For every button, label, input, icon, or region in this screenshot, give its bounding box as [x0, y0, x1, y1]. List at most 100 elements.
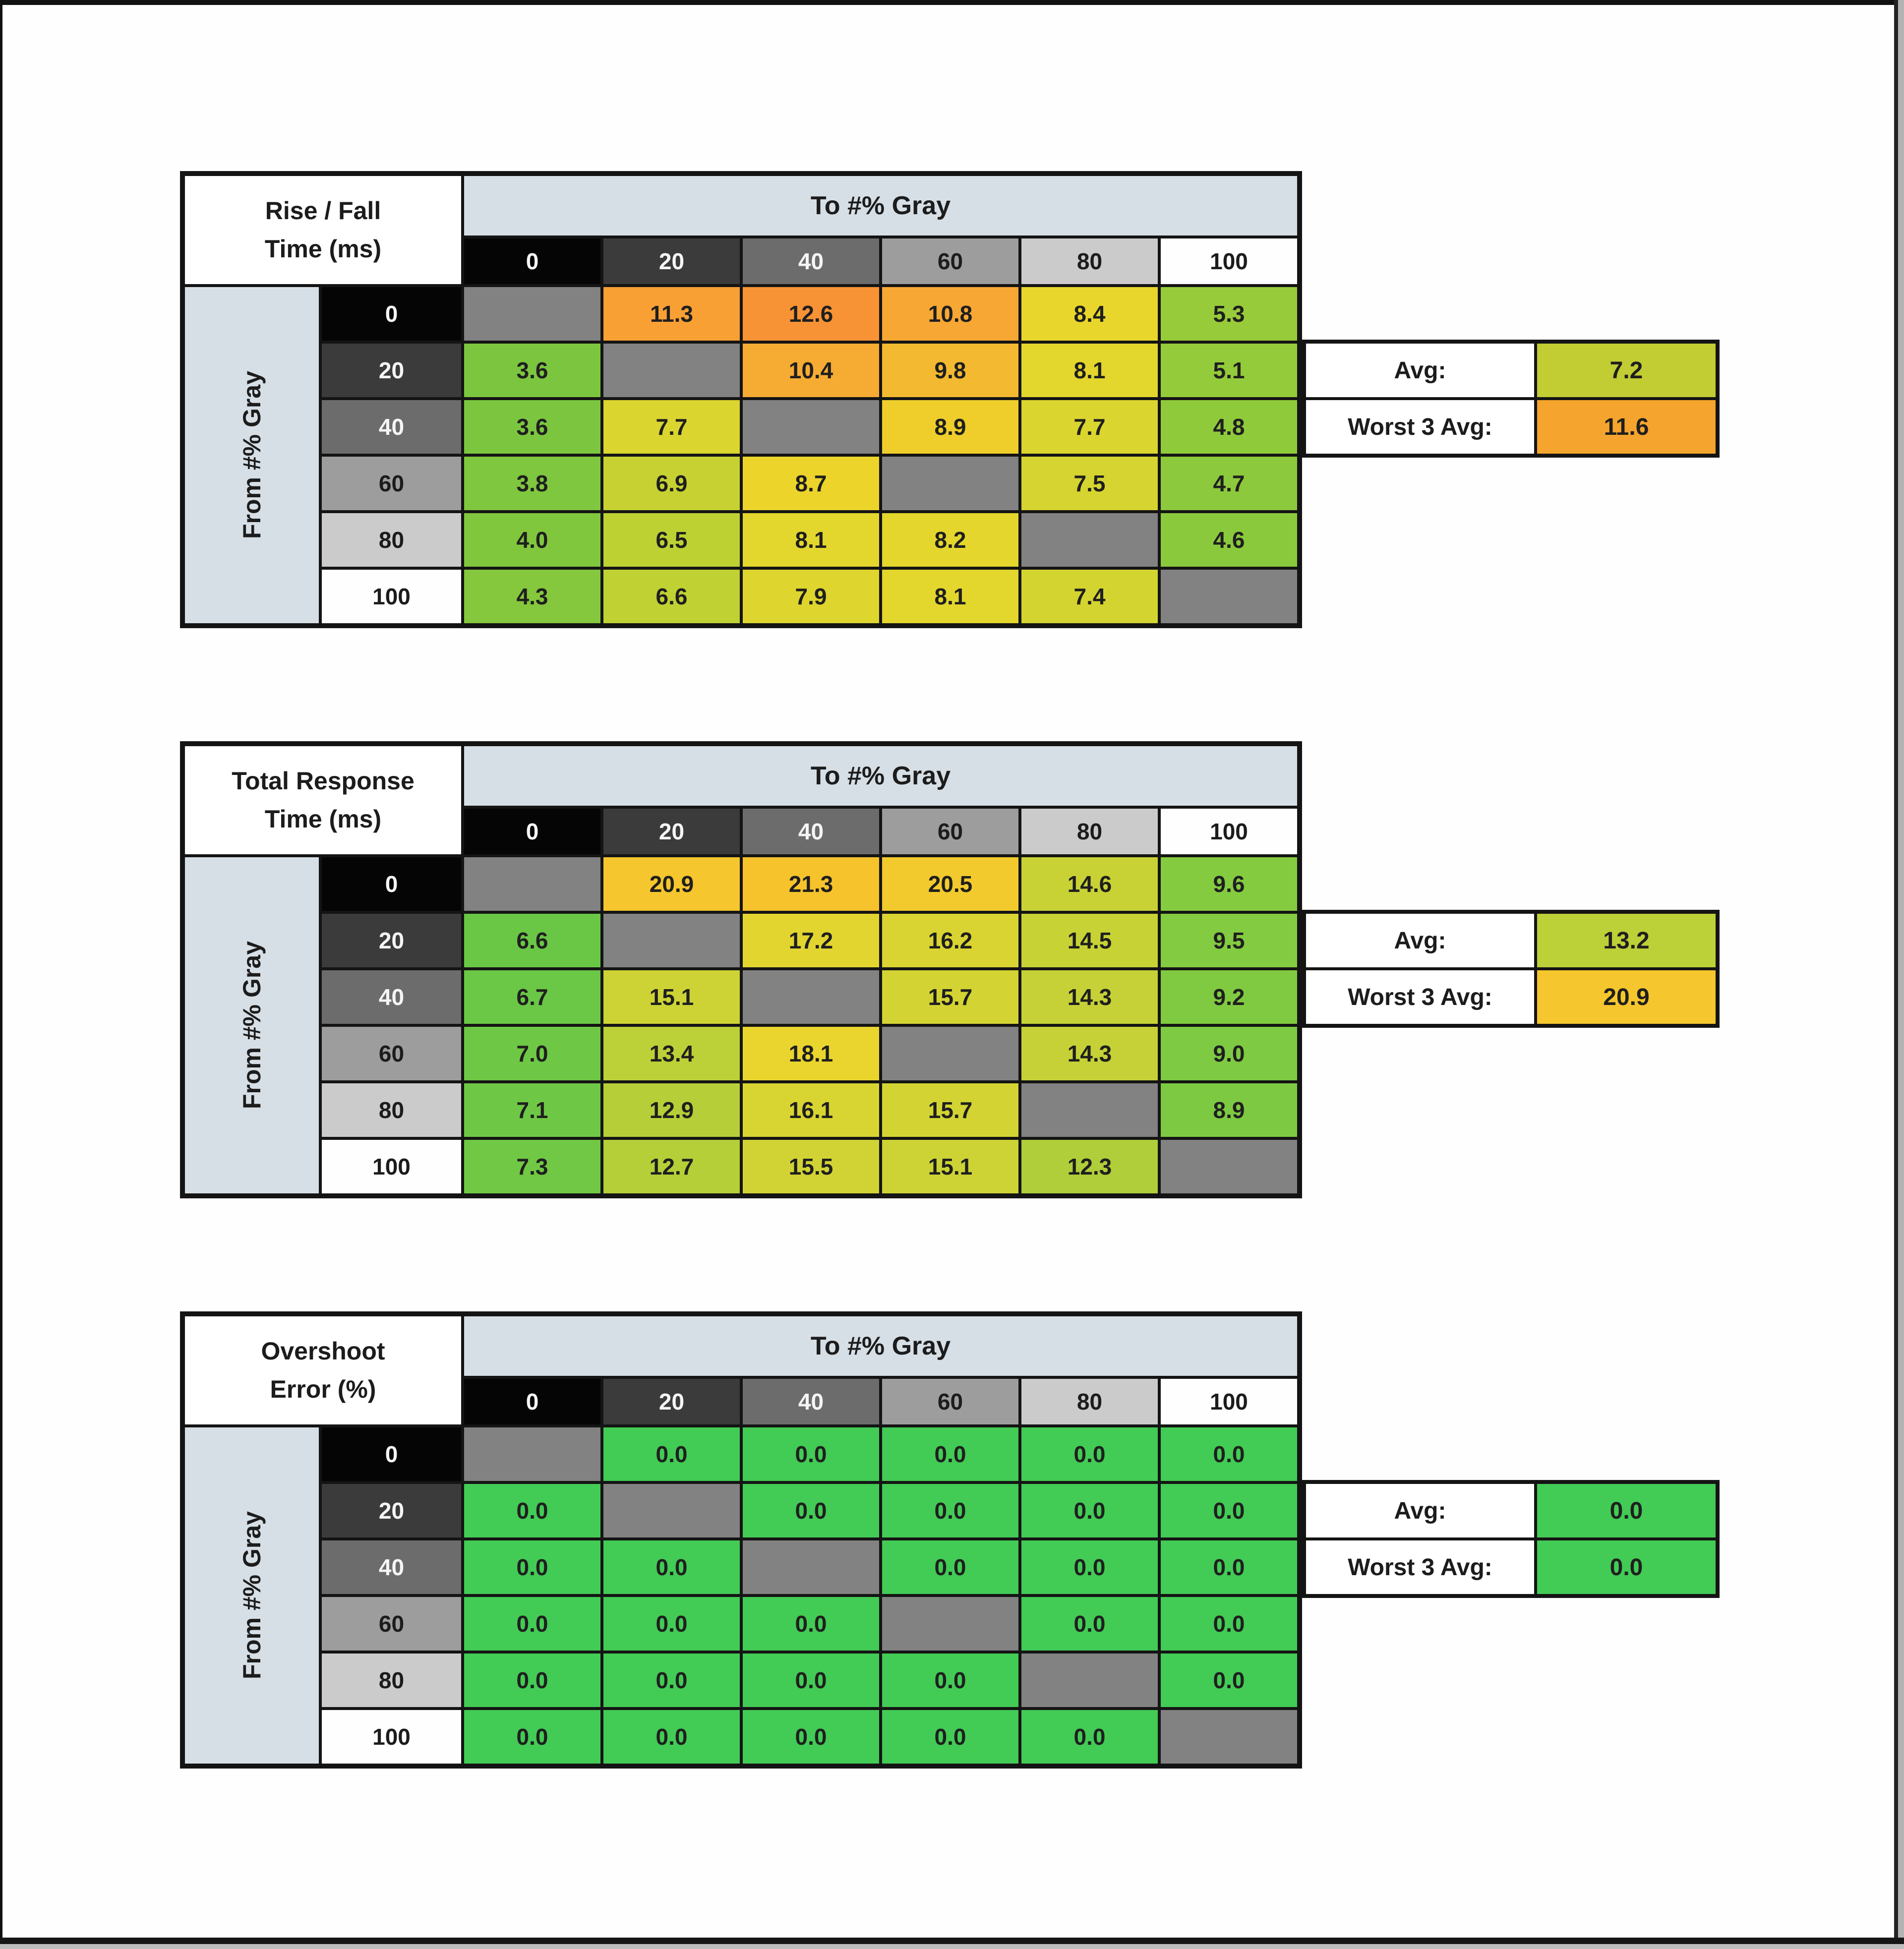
diagonal-cell: [603, 1484, 740, 1537]
value-cell: 14.3: [1021, 970, 1158, 1024]
frame-right-gray-strip: [1898, 0, 1904, 1949]
value-cell: 16.1: [743, 1083, 879, 1137]
row-header-cell: 80: [322, 1654, 461, 1707]
avg-label: Avg:: [1306, 1484, 1534, 1537]
value-cell: 0.0: [743, 1710, 879, 1764]
value-cell: 7.1: [464, 1083, 600, 1137]
worst3-label: Worst 3 Avg:: [1306, 1540, 1534, 1594]
value-cell: 15.1: [882, 1140, 1018, 1193]
row-header-cell: 40: [322, 970, 461, 1024]
diagonal-cell: [1021, 1083, 1158, 1137]
value-cell: 6.9: [603, 457, 740, 510]
rise-fall-time-table: Rise / Fall Time (ms) To #% Gray From #%…: [180, 171, 1302, 628]
value-cell: 9.6: [1161, 857, 1297, 911]
col-header-cell: 100: [1161, 809, 1297, 854]
diagonal-cell: [1021, 513, 1158, 567]
value-cell: 7.3: [464, 1140, 600, 1193]
value-cell: 12.6: [743, 287, 879, 341]
value-cell: 3.6: [464, 344, 600, 397]
table-title-line1: Rise / Fall: [265, 196, 381, 225]
avg-label: Avg:: [1306, 344, 1534, 397]
diagonal-cell: [743, 970, 879, 1024]
row-header-cell: 0: [322, 287, 461, 341]
row-header-cell: 100: [322, 570, 461, 623]
value-cell: 7.0: [464, 1027, 600, 1080]
col-header-cell: 60: [882, 1379, 1018, 1424]
from-gray-label: From #% Gray: [185, 287, 319, 623]
value-cell: 0.0: [603, 1540, 740, 1594]
diagonal-cell: [464, 287, 600, 341]
row-header-cell: 60: [322, 457, 461, 510]
value-cell: 7.5: [1021, 457, 1158, 510]
table-title-line1: Overshoot: [261, 1337, 385, 1365]
avg-summary-rise-fall: Avg: 7.2 Worst 3 Avg: 11.6: [1302, 340, 1720, 458]
value-cell: 9.5: [1161, 914, 1297, 967]
col-header-cell: 80: [1021, 238, 1158, 284]
col-header-cell: 20: [603, 238, 740, 284]
overshoot-error-table: Overshoot Error (%) To #% Gray From #% G…: [180, 1311, 1302, 1769]
to-gray-header: To #% Gray: [464, 746, 1297, 806]
row-header-cell: 20: [322, 914, 461, 967]
col-header-cell: 20: [603, 809, 740, 854]
value-cell: 8.1: [882, 570, 1018, 623]
value-cell: 8.9: [882, 400, 1018, 454]
worst3-label: Worst 3 Avg:: [1306, 970, 1534, 1024]
row-header-cell: 0: [322, 1427, 461, 1481]
avg-summary-overshoot: Avg: 0.0 Worst 3 Avg: 0.0: [1302, 1480, 1720, 1598]
col-header-cell: 0: [464, 238, 600, 284]
row-header-cell: 0: [322, 857, 461, 911]
col-header-cell: 40: [743, 809, 879, 854]
value-cell: 0.0: [464, 1484, 600, 1537]
diagonal-cell: [603, 914, 740, 967]
row-header-cell: 100: [322, 1140, 461, 1193]
value-cell: 0.0: [1021, 1597, 1158, 1651]
value-cell: 0.0: [1161, 1427, 1297, 1481]
col-header-cell: 80: [1021, 809, 1158, 854]
col-header-cell: 80: [1021, 1379, 1158, 1424]
value-cell: 12.9: [603, 1083, 740, 1137]
value-cell: 8.7: [743, 457, 879, 510]
row-header-cell: 40: [322, 1540, 461, 1594]
value-cell: 0.0: [743, 1597, 879, 1651]
value-cell: 4.6: [1161, 513, 1297, 567]
frame-top-edge: [0, 0, 1904, 5]
value-cell: 0.0: [603, 1427, 740, 1481]
row-header-cell: 20: [322, 344, 461, 397]
worst3-value: 20.9: [1537, 970, 1716, 1024]
value-cell: 9.0: [1161, 1027, 1297, 1080]
frame-bottom-edge: [0, 1938, 1904, 1944]
from-gray-label: From #% Gray: [185, 857, 319, 1193]
col-header-cell: 100: [1161, 1379, 1297, 1424]
col-header-cell: 40: [743, 238, 879, 284]
value-cell: 0.0: [882, 1540, 1018, 1594]
diagonal-cell: [603, 344, 740, 397]
value-cell: 4.8: [1161, 400, 1297, 454]
diagonal-cell: [1021, 1654, 1158, 1707]
diagonal-cell: [882, 1597, 1018, 1651]
value-cell: 8.2: [882, 513, 1018, 567]
value-cell: 4.7: [1161, 457, 1297, 510]
col-header-cell: 0: [464, 1379, 600, 1424]
value-cell: 0.0: [603, 1710, 740, 1764]
value-cell: 14.6: [1021, 857, 1158, 911]
from-gray-label: From #% Gray: [185, 1427, 319, 1764]
value-cell: 11.3: [603, 287, 740, 341]
worst3-label: Worst 3 Avg:: [1306, 400, 1534, 454]
value-cell: 3.8: [464, 457, 600, 510]
diagonal-cell: [743, 1540, 879, 1594]
value-cell: 0.0: [1161, 1597, 1297, 1651]
frame-bottom-gray-strip: [0, 1944, 1904, 1949]
diagonal-cell: [882, 457, 1018, 510]
value-cell: 0.0: [603, 1654, 740, 1707]
value-cell: 9.2: [1161, 970, 1297, 1024]
value-cell: 5.1: [1161, 344, 1297, 397]
table-title-line2: Error (%): [270, 1375, 376, 1403]
col-header-cell: 60: [882, 809, 1018, 854]
value-cell: 4.3: [464, 570, 600, 623]
value-cell: 4.0: [464, 513, 600, 567]
value-cell: 0.0: [882, 1654, 1018, 1707]
value-cell: 0.0: [1161, 1654, 1297, 1707]
value-cell: 0.0: [1021, 1484, 1158, 1537]
table-title: Total Response Time (ms): [185, 746, 461, 854]
